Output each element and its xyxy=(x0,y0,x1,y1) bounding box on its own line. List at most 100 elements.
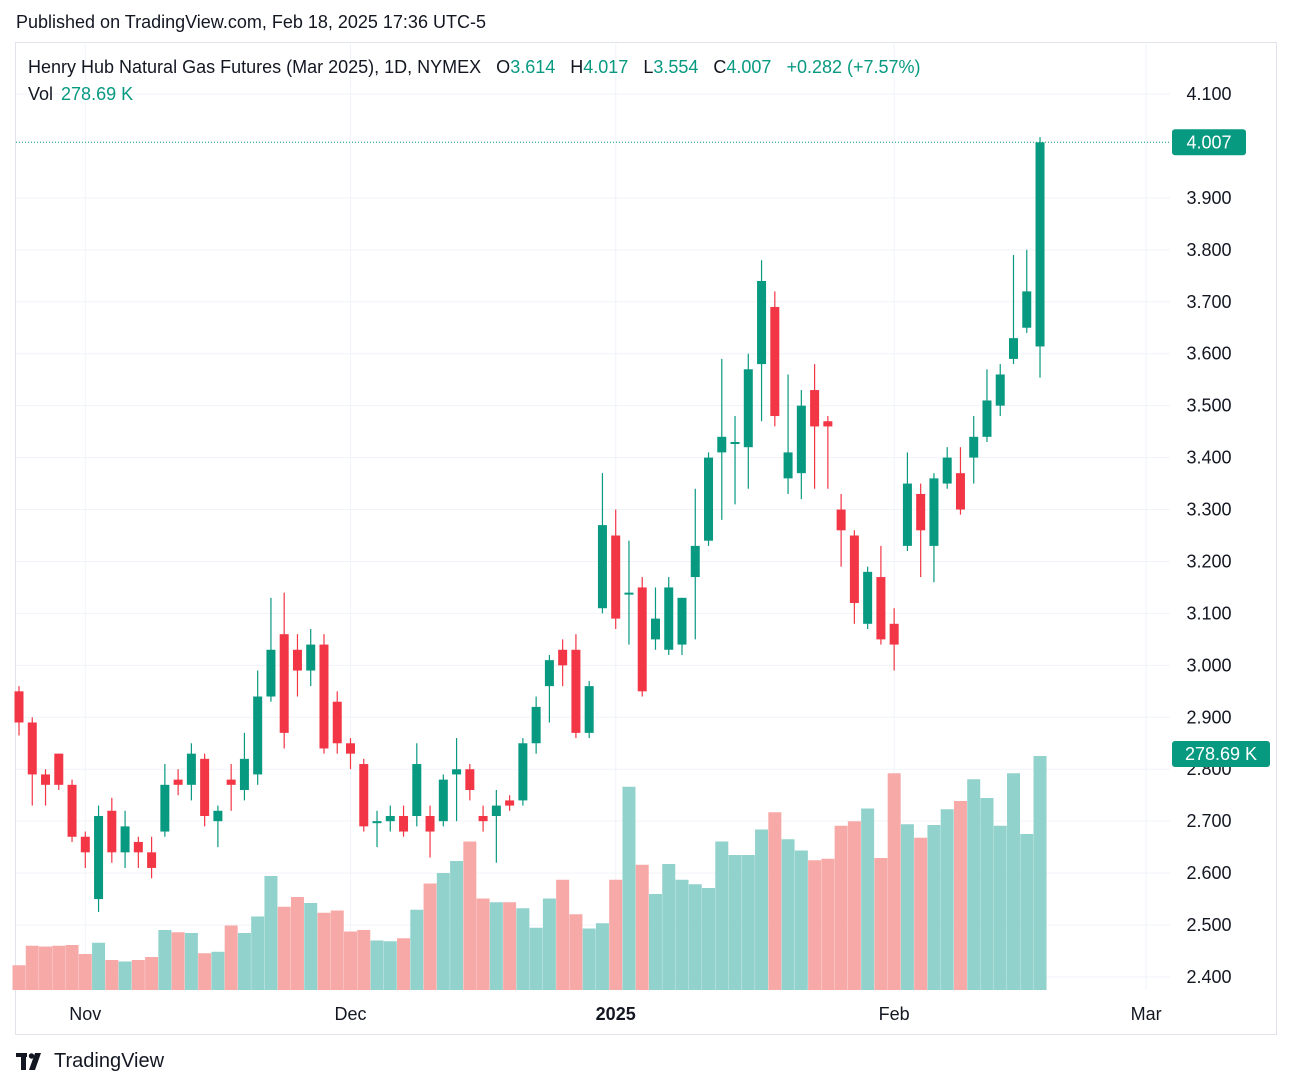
volume-bar xyxy=(993,825,1007,990)
candle-body xyxy=(306,644,316,671)
candle-body xyxy=(425,815,435,832)
candle-body xyxy=(279,634,289,733)
candle-body xyxy=(120,826,130,853)
volume-bar xyxy=(781,839,795,990)
candle-body xyxy=(438,779,448,822)
volume-bar xyxy=(290,897,304,990)
candle-body xyxy=(770,306,780,417)
change-value: +0.282 (+7.57%) xyxy=(786,57,921,77)
volume-bar xyxy=(847,821,861,990)
close-value: 4.007 xyxy=(726,57,772,77)
candle-body xyxy=(346,743,355,754)
tradingview-brand[interactable]: TradingView xyxy=(16,1050,164,1073)
candle-body xyxy=(558,649,568,666)
volume-bar xyxy=(145,957,159,990)
candle-body xyxy=(1009,338,1018,359)
candle-body xyxy=(200,758,210,816)
candle-body xyxy=(584,686,594,733)
candle-body xyxy=(531,706,541,744)
published-caption: Published on TradingView.com, Feb 18, 20… xyxy=(16,12,486,32)
candle-body xyxy=(664,587,674,650)
volume-bar xyxy=(171,932,185,990)
candle-body xyxy=(916,493,926,531)
volume-bar xyxy=(131,960,145,990)
volume-bar xyxy=(516,908,530,990)
volume-bar xyxy=(1033,756,1047,990)
candle-body xyxy=(253,696,263,775)
time-tick-label: 2025 xyxy=(596,1004,636,1024)
symbol-legend: Henry Hub Natural Gas Futures (Mar 2025)… xyxy=(28,57,921,78)
volume-bar xyxy=(529,927,543,990)
candle-body xyxy=(796,405,806,474)
close-label: C xyxy=(713,57,727,77)
candle-body xyxy=(1022,291,1032,328)
candle-body xyxy=(889,623,899,645)
candle-body xyxy=(160,784,170,832)
time-tick-label: Dec xyxy=(334,1004,366,1024)
time-tick-label: Feb xyxy=(879,1004,910,1024)
volume-bar xyxy=(887,773,901,990)
open-label: O xyxy=(496,57,511,77)
volume-bar xyxy=(715,841,729,990)
last-volume-tag xyxy=(1172,741,1270,767)
price-tick-label: 3.100 xyxy=(1186,603,1231,623)
volume-bar xyxy=(874,858,888,990)
price-tick-label: 3.300 xyxy=(1186,500,1231,520)
candle-body xyxy=(332,701,342,744)
volume-bar xyxy=(224,925,238,990)
price-tick-label: 3.200 xyxy=(1186,551,1231,571)
candle-body xyxy=(969,436,979,458)
candle-body xyxy=(717,436,727,453)
candle-body xyxy=(107,810,117,853)
volume-bar xyxy=(476,898,490,990)
candle-body xyxy=(863,571,873,624)
candle-body xyxy=(478,815,488,822)
volume-bar xyxy=(198,953,212,990)
candle-body xyxy=(372,821,382,824)
high-value: 4.017 xyxy=(583,57,629,77)
candle-body xyxy=(41,774,51,785)
candle-body xyxy=(942,457,952,484)
grid xyxy=(16,44,1170,990)
candle-body xyxy=(465,769,475,791)
candle-body xyxy=(54,753,64,785)
candle-body xyxy=(995,374,1005,406)
volume-bar xyxy=(582,928,596,990)
price-tick-label: 3.600 xyxy=(1186,344,1231,364)
volume-bar xyxy=(78,954,92,990)
candle-body xyxy=(955,473,965,510)
candle-body xyxy=(319,644,329,749)
volume-bar xyxy=(940,809,954,990)
last-value-markers: 4.007 278.69 K xyxy=(16,129,1270,767)
volume-bar xyxy=(914,837,928,990)
volume-bar xyxy=(953,801,967,990)
volume-bar xyxy=(105,960,119,990)
chart-frame xyxy=(15,42,1277,1035)
volume-label: Vol xyxy=(28,84,54,104)
candle-body xyxy=(213,810,223,822)
volume-bar xyxy=(821,858,835,990)
open-value: 3.614 xyxy=(510,57,556,77)
candle-body xyxy=(14,691,24,723)
volume-bar xyxy=(755,829,769,990)
volume-bar xyxy=(397,938,411,990)
candle-body xyxy=(491,805,501,816)
candle-body xyxy=(412,764,422,816)
candle-body xyxy=(783,452,793,479)
candle-body xyxy=(266,649,276,697)
candle-body xyxy=(385,815,395,822)
candle-body xyxy=(836,509,846,531)
volume-bar xyxy=(344,931,357,990)
last-volume-label: 278.69 K xyxy=(1185,744,1257,764)
tradingview-logo-icon xyxy=(16,1052,41,1070)
candle-body xyxy=(27,722,37,775)
volume-bar xyxy=(688,884,702,990)
volume-bar xyxy=(158,930,172,990)
candle-body xyxy=(359,764,369,827)
price-tick-label: 2.700 xyxy=(1186,811,1231,831)
candle-body xyxy=(849,535,859,604)
volume-bar xyxy=(277,906,291,990)
candle-body xyxy=(1035,142,1045,347)
volume-bar xyxy=(25,945,39,990)
